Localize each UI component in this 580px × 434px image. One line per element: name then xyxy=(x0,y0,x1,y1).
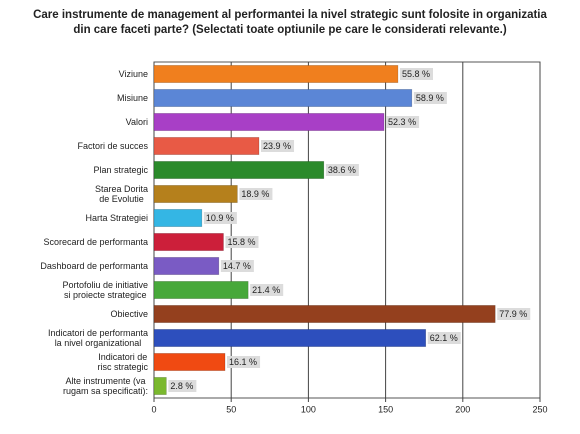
data-label: 2.8 % xyxy=(170,381,193,391)
bar xyxy=(153,89,413,107)
y-tick-label: Scorecard de performanta xyxy=(43,237,148,247)
bar xyxy=(153,161,325,179)
data-label-box xyxy=(220,260,254,272)
x-tick-label: 50 xyxy=(226,404,236,414)
data-label-box xyxy=(168,380,197,392)
y-tick-label: Plan strategic xyxy=(93,165,148,175)
chart-title: Care instrumente de management al perfor… xyxy=(33,9,547,36)
data-label: 62.1 % xyxy=(430,333,458,343)
data-label: 38.6 % xyxy=(328,165,356,175)
y-tick-label: Starea Dorita de Evolutie xyxy=(94,184,148,204)
bar xyxy=(153,137,260,155)
data-label: 18.9 % xyxy=(241,189,269,199)
y-tick-label: Indicatori de risc strategic xyxy=(97,352,148,372)
data-label-box xyxy=(225,236,259,248)
y-tick-label: Factori de succes xyxy=(77,141,148,151)
bar xyxy=(153,305,496,323)
bar xyxy=(153,329,427,347)
data-label-box xyxy=(325,164,359,176)
data-label: 23.9 % xyxy=(263,141,291,151)
data-label-box xyxy=(239,188,273,200)
bar xyxy=(153,185,238,203)
data-label: 52.3 % xyxy=(388,117,416,127)
data-label-box xyxy=(203,212,237,224)
bar xyxy=(153,353,226,371)
y-tick-label: Viziune xyxy=(118,69,148,79)
data-label-box xyxy=(497,308,531,320)
data-label-box xyxy=(399,68,433,80)
bar xyxy=(153,65,399,83)
x-tick-label: 200 xyxy=(455,404,470,414)
x-tick-label: 0 xyxy=(151,404,156,414)
data-label-box xyxy=(413,92,447,104)
x-tick-label: 150 xyxy=(378,404,393,414)
data-label-box xyxy=(227,356,261,368)
y-tick-label: Obiective xyxy=(110,309,148,319)
bar xyxy=(153,281,249,299)
bar xyxy=(153,257,220,275)
data-label-box xyxy=(250,284,284,296)
y-tick-label: Alte instrumente (va rugam sa specificat… xyxy=(62,376,148,396)
data-label: 55.8 % xyxy=(402,69,430,79)
data-label: 58.9 % xyxy=(416,93,444,103)
y-tick-label: Dashboard de performanta xyxy=(40,261,148,271)
data-label: 14.7 % xyxy=(223,261,251,271)
data-label-box xyxy=(386,116,420,128)
y-tick-label: Portofoliu de initiative si proiecte str… xyxy=(62,280,148,300)
data-label: 21.4 % xyxy=(252,285,280,295)
bar xyxy=(153,209,203,227)
x-tick-label: 250 xyxy=(532,404,547,414)
y-tick-label: Misiune xyxy=(116,93,148,103)
x-tick-label: 100 xyxy=(301,404,316,414)
data-label: 15.8 % xyxy=(227,237,255,247)
data-label-box xyxy=(427,332,461,344)
bar xyxy=(153,377,167,395)
bar xyxy=(153,113,385,131)
y-tick-label: Harta Strategiei xyxy=(85,213,148,223)
data-label: 10.9 % xyxy=(206,213,234,223)
data-label-box xyxy=(260,140,295,152)
data-label: 16.1 % xyxy=(229,357,257,367)
bar xyxy=(153,233,224,251)
data-label: 77.9 % xyxy=(499,309,527,319)
y-tick-label: Indicatori de performanta la nivel organ… xyxy=(47,328,148,348)
y-tick-label: Valori xyxy=(125,117,148,127)
plot-area xyxy=(153,61,541,399)
